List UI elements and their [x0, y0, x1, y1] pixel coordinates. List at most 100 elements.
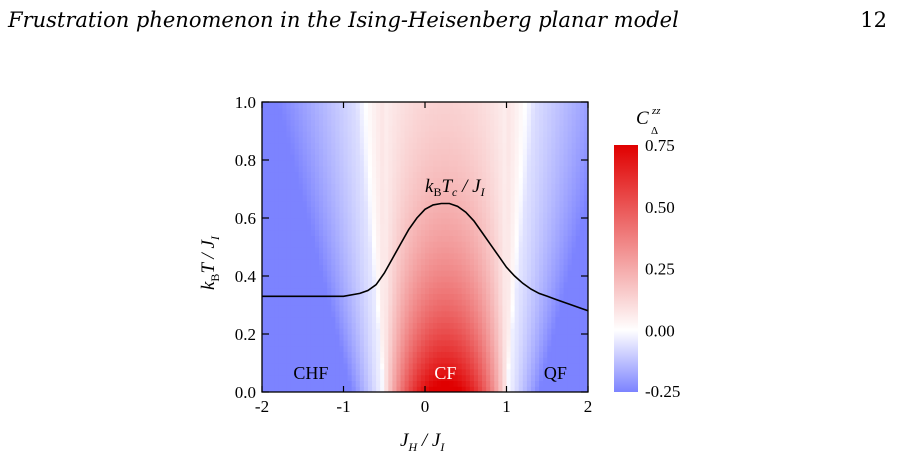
heatmap-cell [380, 316, 385, 323]
heatmap-cell [323, 136, 328, 144]
heatmap-cell [477, 252, 483, 260]
heatmap-cell [571, 223, 577, 231]
heatmap-cell [579, 247, 585, 254]
heatmap-cell [294, 281, 300, 289]
heatmap-cell [547, 177, 552, 184]
heatmap-cell [498, 183, 504, 190]
heatmap-cell [335, 357, 341, 364]
heatmap-cell [518, 264, 524, 271]
heatmap-cell [420, 235, 426, 242]
heatmap-cell [335, 310, 341, 318]
heatmap-cell [559, 206, 565, 213]
heatmap-cell [535, 206, 540, 213]
heatmap-cell [327, 165, 332, 173]
heatmap-cell [539, 142, 544, 149]
heatmap-cell [302, 160, 308, 167]
heatmap-cell [290, 142, 296, 149]
heatmap-cell [575, 339, 581, 347]
heatmap-cell [563, 380, 569, 387]
heatmap-cell [278, 281, 283, 289]
heatmap-cell [408, 165, 414, 173]
heatmap-cell [372, 125, 377, 132]
heatmap-cell [465, 218, 471, 225]
heatmap-cell [571, 334, 577, 341]
heatmap-cell [412, 194, 418, 202]
heatmap-cell [290, 328, 296, 335]
heatmap-cell [384, 339, 389, 347]
heatmap-cell [490, 154, 495, 161]
heatmap-cell [294, 247, 300, 254]
heatmap-cell [551, 142, 556, 149]
heatmap-cell [347, 247, 353, 254]
heatmap-cell [416, 142, 422, 149]
heatmap-cell [331, 136, 336, 144]
heatmap-cell [335, 287, 341, 294]
heatmap-cell [547, 339, 552, 347]
heatmap-cell [575, 351, 581, 358]
heatmap-cell [473, 316, 479, 323]
heatmap-cell [457, 171, 463, 178]
heatmap-cell [388, 194, 393, 202]
heatmap-cell [518, 351, 524, 358]
heatmap-cell [429, 194, 434, 202]
heatmap-cell [477, 386, 483, 392]
heatmap-cell [302, 223, 308, 231]
heatmap-cell [535, 212, 540, 219]
heatmap-cell [433, 316, 438, 323]
heatmap-cell [449, 136, 455, 144]
heatmap-cell [547, 322, 552, 329]
heatmap-cell [583, 380, 588, 387]
heatmap-cell [355, 160, 361, 167]
heatmap-cell [502, 102, 508, 109]
heatmap-cell [425, 177, 430, 184]
heatmap-cell [319, 363, 324, 370]
heatmap-cell [473, 160, 479, 167]
heatmap-cell [380, 305, 385, 312]
heatmap-cell [298, 334, 304, 341]
heatmap-cell [266, 171, 271, 178]
heatmap-cell [323, 264, 328, 271]
heatmap-cell [445, 142, 451, 149]
heatmap-cell [282, 218, 288, 225]
heatmap-cell [567, 113, 573, 120]
heatmap-cell [302, 200, 308, 207]
heatmap-cell [473, 380, 479, 387]
heatmap-cell [543, 316, 548, 323]
heatmap-cell [331, 223, 336, 231]
heatmap-cell [555, 357, 561, 364]
heatmap-cell [262, 212, 267, 219]
heatmap-cell [465, 160, 471, 167]
heatmap-cell [392, 125, 398, 132]
heatmap-cell [372, 171, 377, 178]
heatmap-cell [449, 258, 455, 265]
heatmap-cell [412, 136, 418, 144]
heatmap-cell [518, 270, 524, 277]
heatmap-cell [404, 252, 410, 260]
heatmap-cell [416, 171, 422, 178]
heatmap-cell [380, 374, 385, 381]
heatmap-cell [343, 258, 349, 265]
heatmap-cell [355, 316, 361, 323]
heatmap-cell [351, 270, 357, 277]
heatmap-cell [449, 368, 455, 376]
heatmap-cell [335, 334, 341, 341]
x-axis-label: JH / JI [400, 430, 445, 454]
heatmap-cell [343, 107, 349, 115]
heatmap-cell [351, 131, 357, 138]
heatmap-cell [555, 351, 561, 358]
heatmap-cell [457, 223, 463, 231]
heatmap-cell [359, 264, 365, 271]
heatmap-cell [384, 160, 389, 167]
heatmap-cell [367, 154, 373, 161]
heatmap-cell [563, 212, 569, 219]
heatmap-cell [461, 328, 467, 335]
heatmap-cell [539, 177, 544, 184]
heatmap-cell [388, 171, 393, 178]
heatmap-cell [400, 374, 406, 381]
heatmap-cell [392, 380, 398, 387]
heatmap-cell [461, 148, 467, 155]
heatmap-cell [510, 276, 516, 283]
heatmap-cell [396, 334, 402, 341]
heatmap-cell [412, 189, 418, 196]
